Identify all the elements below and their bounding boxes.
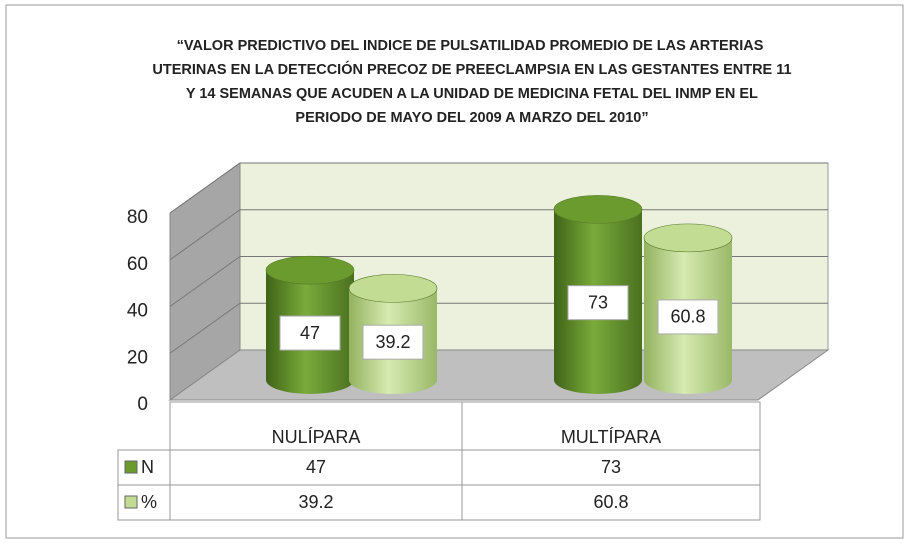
- y-tick-label: 40: [127, 301, 148, 322]
- cylinder-top: [265, 255, 355, 285]
- value-label-box: [657, 299, 719, 335]
- bar: [643, 223, 733, 394]
- grid-line: [169, 256, 241, 307]
- y-tick-label: 0: [137, 394, 148, 415]
- legend-label: N: [141, 457, 154, 477]
- table-header: [169, 401, 761, 451]
- grid-line: [169, 302, 241, 354]
- cylinder-base: [349, 366, 437, 394]
- value-label: 39.2: [375, 332, 410, 352]
- grid-line: [169, 209, 241, 261]
- cylinder-top: [553, 195, 643, 224]
- table-cell: 47: [306, 457, 326, 477]
- value-label-box: [279, 315, 341, 351]
- value-label: 73: [588, 292, 608, 312]
- cylinder-base: [644, 366, 732, 394]
- table-cell: 39.2: [298, 492, 333, 512]
- bar: [265, 255, 355, 394]
- x-tick-label: MULTÍPARA: [561, 427, 661, 447]
- legend-label: %: [141, 492, 157, 512]
- table-cell: 60.8: [593, 492, 628, 512]
- table-cell: 73: [601, 457, 621, 477]
- cylinder-base: [554, 366, 642, 394]
- bar: [553, 195, 643, 394]
- y-tick-label: 60: [127, 254, 148, 275]
- x-tick-label: NULÍPARA: [272, 427, 361, 447]
- cylinder-top: [348, 274, 438, 303]
- value-label: 60.8: [670, 307, 705, 327]
- table-row: [117, 484, 761, 521]
- legend-swatch: [124, 495, 138, 509]
- value-label: 47: [300, 323, 320, 343]
- bar: [348, 274, 438, 394]
- y-tick-label: 20: [127, 347, 148, 368]
- chart-title: “VALOR PREDICTIVO DEL INDICE DE PULSATIL…: [148, 38, 791, 126]
- value-label-box: [362, 324, 424, 360]
- value-label-box: [567, 285, 629, 321]
- data-table: [117, 401, 761, 521]
- grid-line: [169, 162, 241, 214]
- legend-swatch: [124, 460, 138, 474]
- cylinder-top: [643, 223, 733, 253]
- cylinder-base: [266, 366, 354, 394]
- y-tick-label: 80: [127, 207, 148, 228]
